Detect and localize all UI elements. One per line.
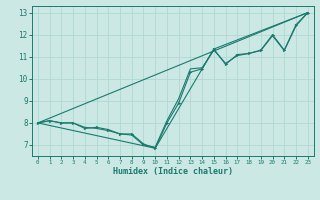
X-axis label: Humidex (Indice chaleur): Humidex (Indice chaleur) [113, 167, 233, 176]
